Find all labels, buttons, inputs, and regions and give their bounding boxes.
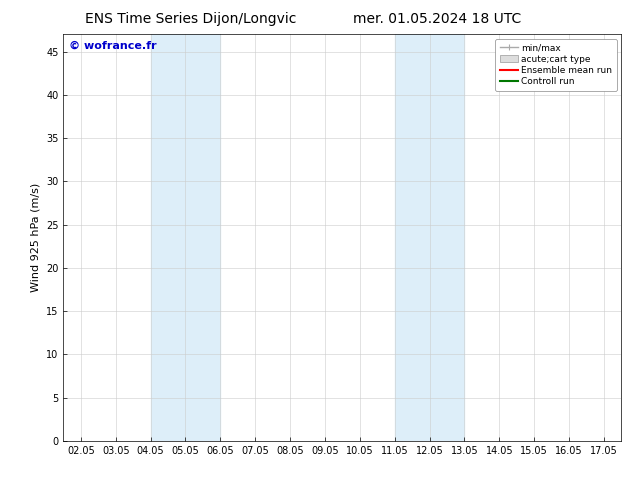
Text: © wofrance.fr: © wofrance.fr	[69, 40, 157, 50]
Bar	[150, 34, 221, 441]
Y-axis label: Wind 925 hPa (m/s): Wind 925 hPa (m/s)	[30, 183, 41, 292]
Text: mer. 01.05.2024 18 UTC: mer. 01.05.2024 18 UTC	[353, 12, 522, 26]
Bar	[394, 34, 464, 441]
Text: ENS Time Series Dijon/Longvic: ENS Time Series Dijon/Longvic	[84, 12, 296, 26]
Legend: min/max, acute;cart type, Ensemble mean run, Controll run: min/max, acute;cart type, Ensemble mean …	[495, 39, 617, 91]
